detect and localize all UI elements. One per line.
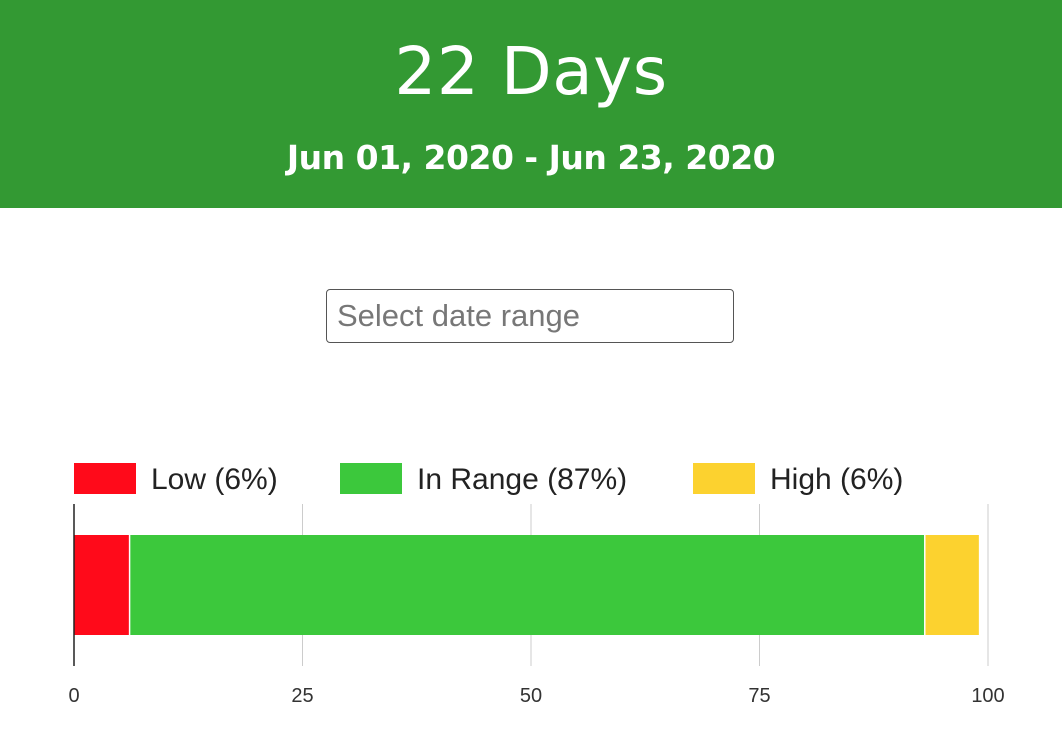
x-tick-label: 0	[68, 685, 79, 707]
legend-swatch	[74, 463, 136, 494]
legend-label: Low (6%)	[151, 463, 278, 496]
date-range-label: Jun 01, 2020 - Jun 23, 2020	[286, 138, 776, 177]
time-in-range-chart: Low (6%) In Range (87%) High (6%) 0 25 50 75 1…	[68, 463, 1005, 707]
x-tick-label: 25	[291, 685, 313, 707]
summary-header: 22 Days Jun 01, 2020 - Jun 23, 2020	[0, 0, 1062, 208]
bar-segment-0	[74, 535, 129, 635]
chart-legend: Low (6%) In Range (87%) High (6%)	[74, 463, 903, 496]
x-tick-label: 75	[748, 685, 770, 707]
chart-bars	[74, 535, 979, 635]
legend-swatch	[693, 463, 755, 494]
days-count-title: 22 Days	[394, 33, 668, 110]
bar-segment-2	[925, 535, 979, 635]
date-range-input[interactable]	[326, 289, 734, 343]
legend-label: High (6%)	[770, 463, 903, 496]
legend-label: In Range (87%)	[417, 463, 627, 496]
bar-segment-1	[130, 535, 925, 635]
legend-swatch	[340, 463, 402, 494]
x-axis-ticks: 0 25 50 75 100	[68, 685, 1004, 707]
x-tick-label: 50	[520, 685, 542, 707]
x-tick-label: 100	[971, 685, 1004, 707]
